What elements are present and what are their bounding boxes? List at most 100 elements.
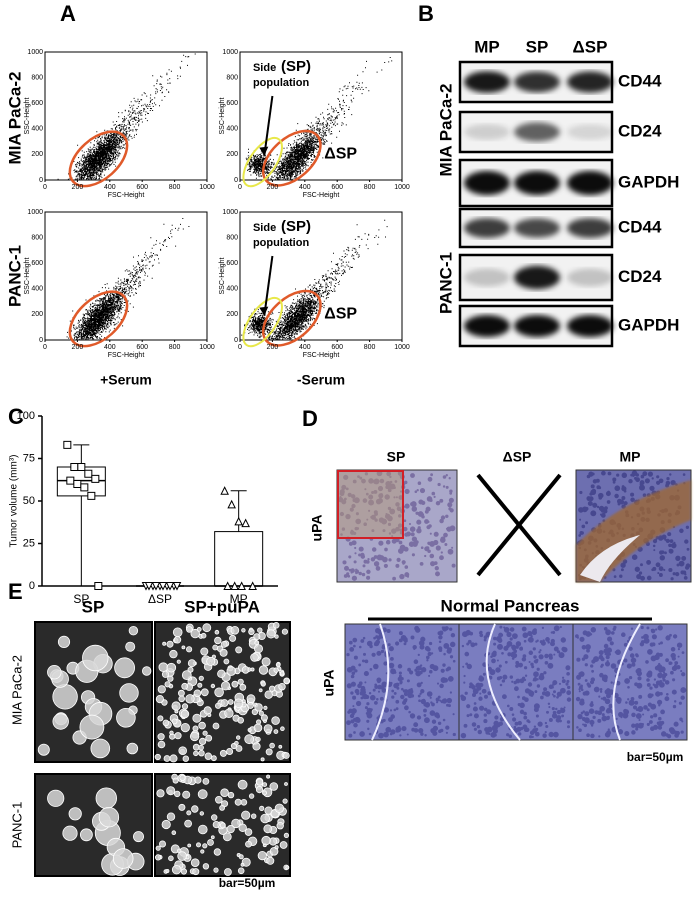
cell bbox=[157, 733, 165, 741]
cell bbox=[180, 722, 190, 733]
cell bbox=[226, 824, 235, 834]
cell bbox=[285, 865, 290, 870]
cell bbox=[220, 699, 229, 707]
cell bbox=[235, 735, 241, 740]
panel-label: C bbox=[8, 404, 24, 429]
cell bbox=[196, 627, 202, 632]
cell bbox=[198, 824, 208, 835]
x-tick-label: 200 bbox=[267, 184, 279, 191]
panel-label: A bbox=[60, 1, 76, 26]
cell bbox=[227, 699, 234, 705]
column-label: +Serum bbox=[100, 372, 152, 388]
cell bbox=[163, 755, 171, 762]
sp-gate bbox=[242, 296, 283, 348]
cell bbox=[37, 743, 50, 756]
cell bbox=[263, 824, 273, 834]
cell bbox=[210, 755, 217, 762]
cell bbox=[255, 736, 261, 743]
cell bbox=[237, 779, 248, 790]
cell bbox=[234, 798, 242, 806]
cell bbox=[262, 782, 268, 787]
cell bbox=[214, 636, 222, 645]
data-point bbox=[223, 581, 232, 590]
cell bbox=[248, 628, 255, 635]
box bbox=[214, 531, 264, 587]
cell bbox=[173, 636, 182, 644]
cell bbox=[181, 645, 186, 650]
band bbox=[464, 268, 510, 287]
cell bbox=[202, 863, 210, 870]
data-point bbox=[84, 469, 93, 478]
cell bbox=[275, 662, 281, 668]
data-point bbox=[144, 582, 154, 591]
x-tick-label: MP bbox=[230, 592, 248, 606]
chart: 0 25 50 75 100 Tumor volume (mm³) SP ΔSP MP bbox=[9, 410, 278, 606]
flow-plot: Side (SP) population ΔSP 00 200 200 400 400 600 60… bbox=[219, 49, 410, 199]
row-label: uPA bbox=[309, 515, 325, 542]
cell bbox=[184, 819, 193, 828]
annotation: (SP) bbox=[281, 58, 311, 75]
flow-plot: Side (SP) population ΔSP 00 200 200 400 400 600 60… bbox=[219, 209, 410, 359]
cell bbox=[261, 835, 271, 846]
cell bbox=[156, 789, 165, 798]
plot-frame bbox=[44, 211, 208, 341]
cell bbox=[223, 868, 232, 876]
cell bbox=[199, 811, 204, 816]
x-axis-label: FSC-Height bbox=[303, 192, 340, 199]
cell bbox=[200, 849, 205, 854]
cell bbox=[172, 777, 179, 784]
cell bbox=[181, 682, 189, 690]
cell bbox=[212, 644, 219, 651]
cell bbox=[266, 856, 275, 865]
cell bbox=[157, 715, 164, 722]
cell bbox=[155, 854, 162, 861]
cell bbox=[260, 813, 270, 824]
cross bbox=[476, 473, 562, 577]
annotation: Side bbox=[253, 222, 276, 234]
data-point bbox=[66, 476, 75, 485]
y-tick-label: 800 bbox=[31, 234, 43, 241]
cell bbox=[193, 750, 199, 757]
y-tick-label: 0 bbox=[29, 580, 35, 592]
cell bbox=[57, 635, 71, 649]
panel-d bbox=[336, 469, 692, 583]
x-tick-label: ΔSP bbox=[148, 592, 172, 606]
cell bbox=[237, 716, 245, 724]
cell bbox=[212, 820, 220, 829]
cell bbox=[182, 755, 189, 762]
panel-label: D bbox=[302, 406, 318, 431]
y-axis-label: Tumor volume (mm³) bbox=[9, 455, 20, 548]
cell bbox=[180, 868, 187, 875]
cell bbox=[186, 646, 193, 653]
y-tick-label: 1000 bbox=[27, 49, 43, 56]
cell bbox=[253, 723, 263, 733]
cell bbox=[181, 670, 192, 680]
cell bbox=[244, 734, 255, 745]
x-tick-label: 1000 bbox=[394, 344, 410, 351]
cell bbox=[206, 656, 216, 666]
cell bbox=[252, 742, 261, 751]
cell bbox=[221, 681, 231, 691]
scale-label: bar=50µm bbox=[627, 750, 684, 764]
cell bbox=[169, 730, 174, 735]
inset bbox=[337, 470, 404, 539]
blot: CD44 bbox=[458, 207, 662, 249]
cells bbox=[575, 625, 687, 739]
gate bbox=[68, 290, 129, 348]
cell bbox=[166, 786, 176, 796]
annotation: (SP) bbox=[281, 218, 311, 235]
scale-label: bar=50µm bbox=[219, 876, 276, 890]
data-point bbox=[234, 516, 243, 526]
cell bbox=[169, 754, 178, 763]
y-tick-label: 75 bbox=[23, 452, 35, 464]
cell bbox=[186, 626, 193, 633]
column-label: SP bbox=[387, 449, 406, 465]
cell bbox=[62, 825, 78, 841]
cell bbox=[219, 805, 226, 811]
cell bbox=[272, 621, 280, 629]
cell bbox=[52, 713, 69, 730]
events bbox=[66, 218, 190, 340]
x-tick-label: 200 bbox=[267, 344, 279, 351]
cell bbox=[210, 835, 215, 840]
